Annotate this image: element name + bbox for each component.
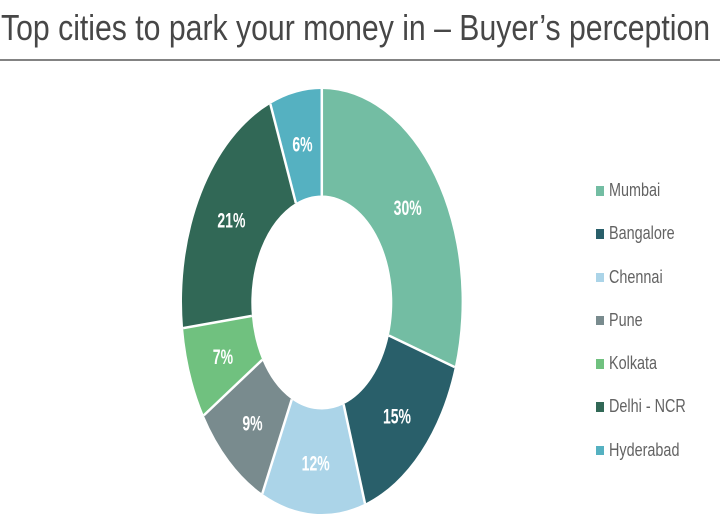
svg-text:12%: 12% <box>302 451 330 475</box>
svg-text:9%: 9% <box>242 411 262 435</box>
svg-text:15%: 15% <box>383 404 411 428</box>
svg-text:21%: 21% <box>217 209 245 233</box>
svg-text:7%: 7% <box>213 345 233 369</box>
svg-text:6%: 6% <box>292 133 312 157</box>
svg-text:30%: 30% <box>394 196 422 220</box>
